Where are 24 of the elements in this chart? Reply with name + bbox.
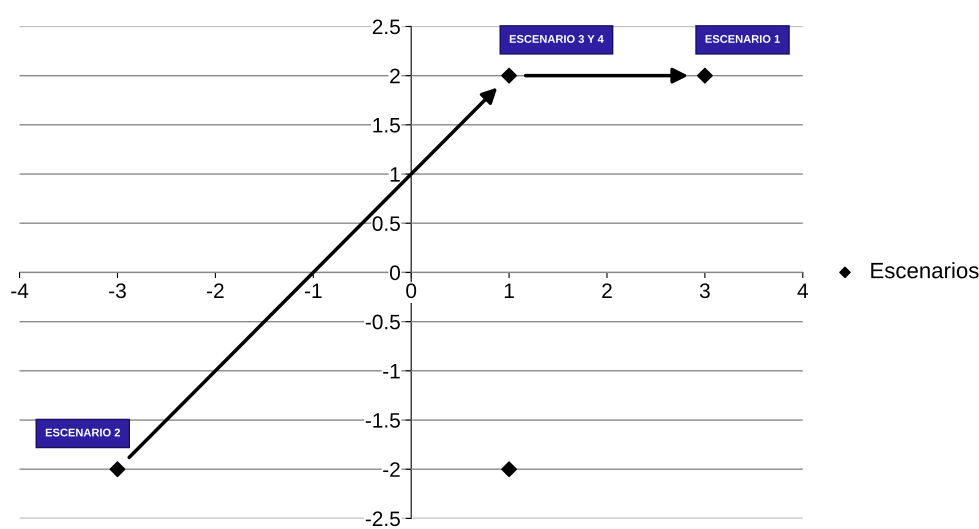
x-tick-label: 2 (602, 283, 612, 298)
y-tick-label: 2 (390, 68, 400, 84)
x-tick-label: -1 (304, 284, 322, 298)
y-tick-label: -1 (383, 364, 400, 378)
legend-label: Escenarios (871, 262, 979, 278)
x-tick-label: 4 (797, 284, 808, 298)
x-tick-label: 0 (406, 283, 416, 298)
y-tick-label: 1 (390, 167, 400, 182)
x-tick-label: 3 (700, 283, 710, 298)
y-tick-label: 2.5 (372, 19, 400, 34)
y-tick-label: 0.5 (372, 216, 400, 231)
x-tick-label: -2 (207, 283, 224, 298)
x-tick-label: -3 (109, 283, 126, 298)
annotation: ESCENARIO 1 (706, 35, 780, 43)
y-tick-label: 1.5 (373, 118, 400, 133)
annotation: ESCENARIO 2 (46, 428, 120, 436)
x-tick-label: 1 (504, 284, 514, 298)
y-tick-label: 0 (390, 265, 400, 280)
x-tick-label: -4 (11, 284, 28, 298)
annotation: ESCENARIO 3 Y 4 (510, 35, 604, 43)
y-tick-label: -2.5 (366, 511, 400, 526)
y-tick-label: -0.5 (366, 314, 400, 330)
y-tick-label: -2 (383, 462, 400, 477)
y-tick-label: -1.5 (366, 413, 400, 428)
